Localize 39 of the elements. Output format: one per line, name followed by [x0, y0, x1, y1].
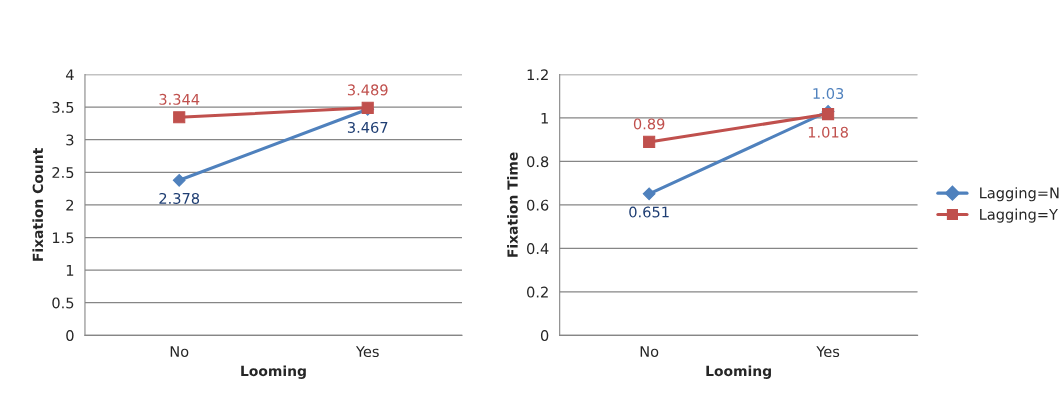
x-tick-label: No	[170, 346, 189, 358]
point	[642, 187, 656, 201]
y-tick-label: 0	[540, 330, 549, 342]
x-axis-title: Looming	[241, 365, 306, 379]
point	[173, 111, 186, 124]
data-label: 3.344	[159, 93, 200, 105]
x-tick-label: Yes	[355, 346, 379, 358]
y-tick-label: 3	[66, 134, 74, 146]
y-tick-label: 1.5	[52, 232, 74, 244]
y-tick-label: 0.2	[527, 286, 548, 298]
data-label: 0.89	[633, 118, 665, 130]
data-label: 0.651	[629, 206, 669, 218]
x-tick-label: Yes	[816, 346, 840, 358]
y-tick-label: 0	[66, 330, 74, 342]
y-axis-title: Fixation Count	[32, 148, 44, 261]
y-tick-label: 3.5	[52, 101, 74, 113]
y-axis-title: Fixation Time	[507, 152, 518, 257]
point	[822, 108, 835, 121]
legend-label: Lagging=Y	[980, 208, 1058, 223]
x-tick-label: No	[640, 346, 659, 358]
y-tick-label: 2	[66, 199, 74, 211]
data-label: 1.018	[808, 126, 848, 138]
data-label: 2.378	[159, 192, 200, 204]
x-axis-title: Looming	[706, 365, 771, 379]
data-label: 3.467	[347, 121, 388, 133]
point	[643, 135, 656, 148]
data-label: 1.03	[813, 88, 844, 100]
y-tick-label: 1	[66, 265, 74, 276]
point	[172, 173, 186, 187]
data-label: 3.489	[347, 84, 388, 96]
y-tick-label: 1	[541, 112, 548, 124]
legend-label: Lagging=N	[980, 187, 1059, 202]
y-tick-label: 0.5	[52, 297, 74, 309]
y-tick-label: 0.4	[527, 243, 549, 255]
y-tick-label: 4	[65, 69, 74, 81]
y-tick-label: 2.5	[52, 167, 74, 179]
y-tick-label: 0.6	[527, 199, 549, 211]
y-tick-label: 1.2	[527, 69, 548, 81]
y-tick-label: 0.8	[527, 156, 549, 168]
